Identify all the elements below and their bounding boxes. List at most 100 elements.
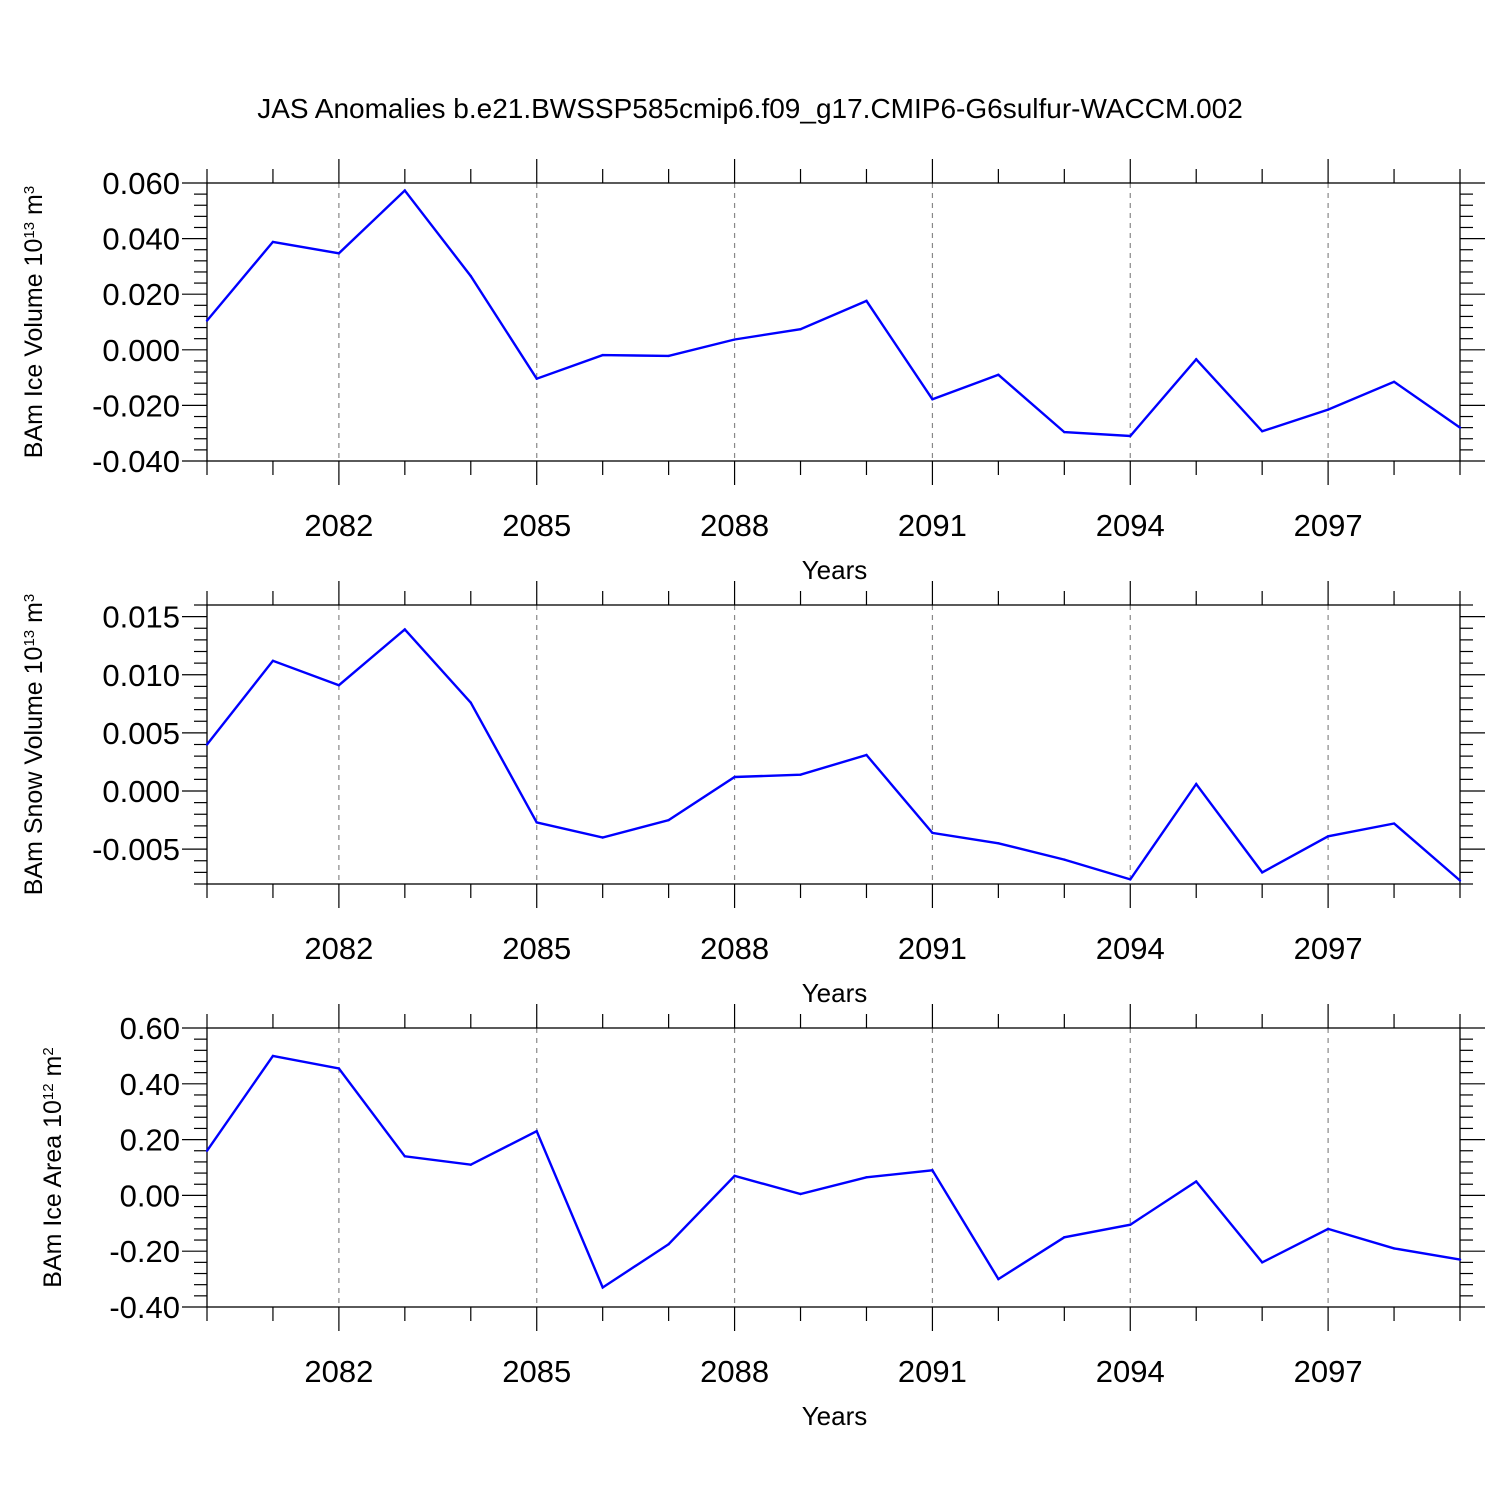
- y-tick-label: 0.000: [102, 333, 180, 368]
- x-tick-label: 2085: [502, 931, 571, 966]
- plot-frame: [206, 604, 1461, 885]
- y-tick-label: 0.20: [120, 1123, 180, 1158]
- data-point: [535, 377, 538, 380]
- data-point: [1129, 434, 1132, 438]
- data-point: [469, 274, 472, 278]
- y-tick-label: 0.020: [102, 277, 180, 312]
- x-tick-label: 2085: [502, 1354, 571, 1389]
- panels: 0.060 0.040 0.020 0.000 -0.020 -0.040 2082 2085…: [20, 159, 1485, 1431]
- data-point: [403, 628, 407, 631]
- data-point: [1260, 430, 1264, 433]
- y-tick-label: -0.020: [92, 388, 180, 423]
- data-point: [469, 701, 472, 704]
- data-point: [601, 1286, 604, 1289]
- y-tick-label: 0.005: [102, 716, 180, 751]
- series-line: [206, 1054, 1461, 1290]
- data-point: [271, 1054, 275, 1058]
- x-tick-label: 2088: [700, 931, 769, 966]
- chart-title: JAS Anomalies b.e21.BWSSP585cmip6.f09_g1…: [257, 93, 1243, 124]
- data-point: [997, 1277, 1000, 1281]
- x-tick-label: 2094: [1096, 1354, 1165, 1389]
- panel-2: 0.015 0.010 0.005 0.000 -0.005 2082 2085 2088 20…: [20, 581, 1485, 1008]
- x-axis-title: Years: [802, 978, 868, 1008]
- panel-1: 0.060 0.040 0.020 0.000 -0.020 -0.040 2082 2085…: [20, 159, 1485, 585]
- x-axis-title: Years: [802, 555, 868, 585]
- y-tick-label: 0.60: [120, 1011, 180, 1046]
- data-point: [799, 328, 802, 331]
- data-point: [403, 1155, 407, 1158]
- y-axis-title: BAm Snow Volume 1013 m3: [20, 594, 48, 896]
- y-axis-title: BAm Ice Area 1012 m2: [39, 1047, 67, 1287]
- data-point: [667, 1243, 670, 1246]
- y-tick-label: 0.00: [120, 1178, 180, 1213]
- data-point: [865, 1176, 868, 1179]
- data-point: [799, 773, 802, 776]
- data-point: [931, 1169, 934, 1172]
- data-point: [1326, 835, 1330, 838]
- data-point: [1063, 430, 1066, 434]
- x-tick-label: 2091: [898, 1354, 967, 1389]
- data-point: [1458, 1258, 1462, 1261]
- y-tick-label: 0.060: [102, 166, 180, 201]
- x-tick-label: 2085: [502, 508, 571, 543]
- data-point: [1260, 1261, 1264, 1264]
- x-tick-label: 2082: [304, 931, 373, 966]
- data-point: [337, 252, 341, 255]
- x-tick-label: 2097: [1294, 931, 1363, 966]
- x-tick-label: 2082: [304, 508, 373, 543]
- plot-frame: [206, 182, 1461, 462]
- data-point: [1392, 1247, 1396, 1250]
- data-point: [1129, 878, 1132, 881]
- data-point: [535, 1130, 538, 1133]
- x-tick-label: 2082: [304, 1354, 373, 1389]
- data-point: [667, 818, 670, 822]
- data-point: [205, 1149, 209, 1152]
- series-line: [206, 627, 1461, 882]
- data-point: [931, 398, 934, 401]
- data-point: [271, 659, 275, 662]
- y-tick-label: -0.40: [109, 1290, 180, 1325]
- data-point: [1392, 822, 1396, 825]
- data-point: [601, 836, 604, 839]
- data-point: [1458, 426, 1462, 429]
- data-point: [667, 354, 670, 358]
- data-point: [1326, 408, 1330, 411]
- data-point: [733, 1174, 736, 1178]
- data-point: [997, 842, 1000, 845]
- data-point: [1326, 1227, 1330, 1231]
- data-point: [271, 240, 275, 244]
- data-point: [205, 743, 209, 746]
- data-point: [733, 338, 736, 341]
- data-point: [469, 1163, 472, 1166]
- data-point: [1129, 1223, 1132, 1226]
- data-point: [1195, 358, 1198, 361]
- data-point: [1392, 380, 1396, 383]
- y-tick-label: -0.20: [109, 1234, 180, 1269]
- y-tick-label: 0.015: [102, 600, 180, 635]
- data-point: [1458, 879, 1462, 882]
- x-tick-label: 2097: [1294, 508, 1363, 543]
- y-tick-label: 0.040: [102, 222, 180, 257]
- data-point: [205, 319, 209, 322]
- x-tick-label: 2094: [1096, 931, 1165, 966]
- y-tick-label: 0.000: [102, 774, 180, 809]
- data-point: [1260, 871, 1264, 874]
- plot-frame: [206, 1027, 1461, 1308]
- data-point: [799, 1192, 802, 1196]
- data-point: [1063, 1236, 1066, 1239]
- data-point: [1195, 782, 1198, 786]
- y-tick-label: -0.005: [92, 832, 180, 867]
- data-point: [535, 821, 538, 824]
- data-point: [865, 753, 868, 757]
- x-tick-label: 2094: [1096, 508, 1165, 543]
- data-point: [601, 353, 604, 357]
- y-tick-label: 0.40: [120, 1067, 180, 1102]
- data-point: [1195, 1180, 1198, 1183]
- data-point: [337, 1067, 341, 1070]
- data-point: [1063, 858, 1066, 861]
- y-axis-title: BAm Ice Volume 1013 m3: [20, 186, 48, 458]
- data-point: [865, 299, 868, 303]
- x-axis-title: Years: [802, 1401, 868, 1431]
- x-tick-label: 2097: [1294, 1354, 1363, 1389]
